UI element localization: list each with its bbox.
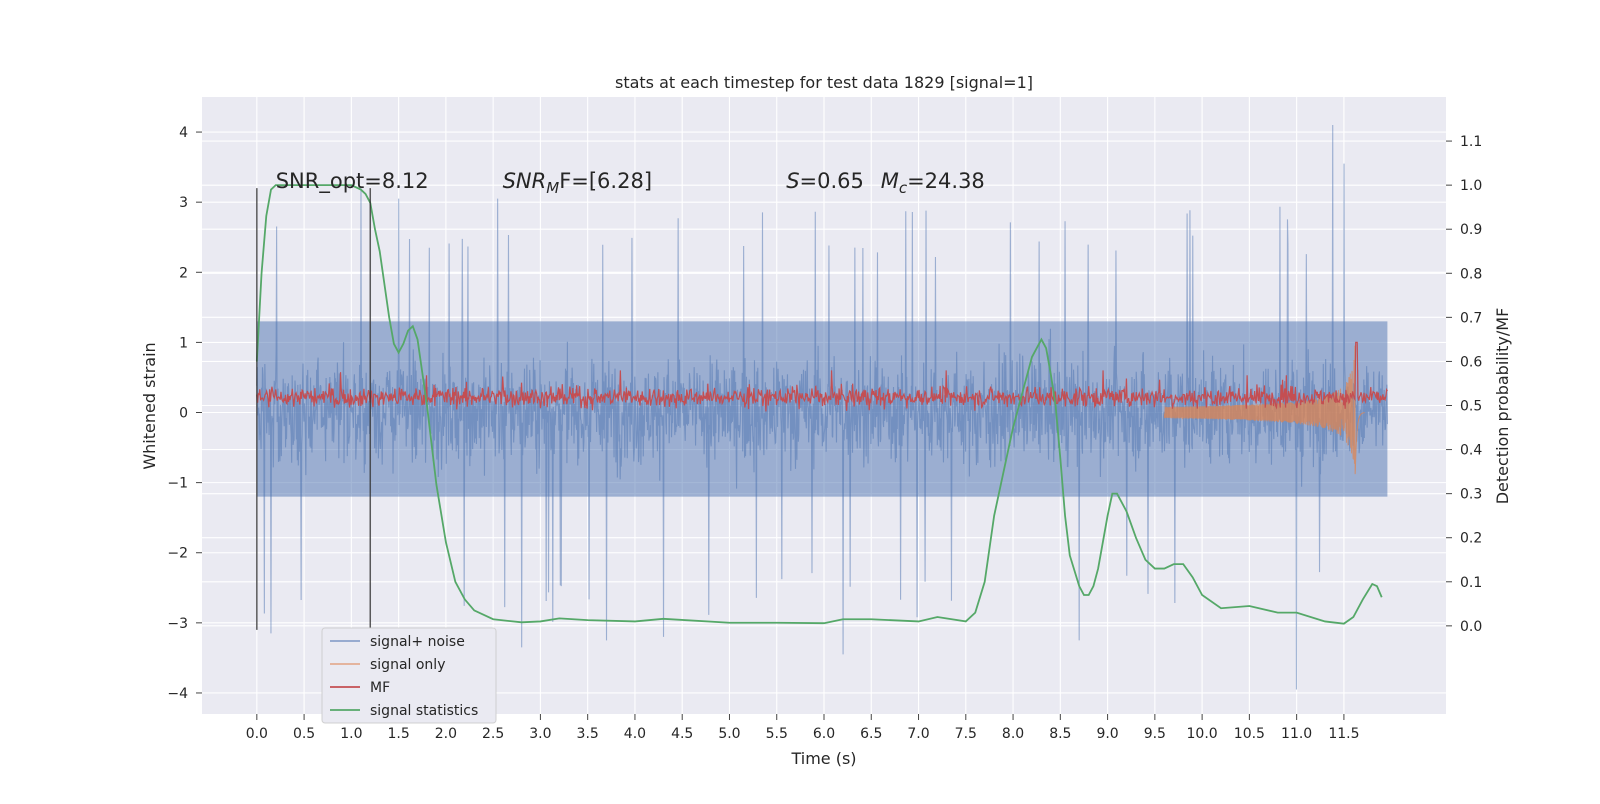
x-tick-label-15: 7.5	[955, 726, 977, 742]
y-right-axis-label: Detection probability/MF	[1493, 308, 1512, 505]
y-right-tick-labels: 0.0 0.1 0.2 0.3 0.4 0.5 0.6 0.7 0.8 0.9 1.0 1.1	[1446, 134, 1482, 635]
x-tick-label-18: 9.0	[1096, 726, 1118, 742]
y-right-tick-label-11: 1.1	[1460, 134, 1482, 150]
x-tick-label-2: 1.0	[340, 726, 362, 742]
x-tick-label-7: 3.5	[577, 726, 599, 742]
annotation-layer: SNR_opt=8.12 SNRMF=[6.28] S=0.65 Mc=24.38	[276, 169, 985, 197]
annotation-0: SNR_opt=8.12	[276, 169, 429, 194]
x-tick-label-11: 5.5	[766, 726, 788, 742]
y-right-tick-label-2: 0.2	[1460, 531, 1482, 547]
y-tick-label-6: 2	[179, 265, 188, 281]
y-tick-label-4: 0	[179, 406, 188, 422]
y-tick-labels: −4 −3 −2 −1 0 1 2 3 4	[167, 125, 202, 702]
x-tick-label-19: 9.5	[1144, 726, 1166, 742]
x-tick-label-4: 2.0	[435, 726, 457, 742]
series-signal-only-line	[1163, 345, 1365, 475]
y-right-tick-label-3: 0.3	[1460, 487, 1482, 503]
y-tick-label-1: −3	[167, 616, 188, 632]
y-right-tick-label-10: 1.0	[1460, 178, 1482, 194]
y-axis-label: Whitened strain	[140, 342, 159, 469]
annotation-2: S=0.65	[786, 169, 864, 193]
annotation-1: SNRMF=[6.28]	[503, 169, 652, 197]
x-tick-labels: 0.0 0.5 1.0 1.5 2.0 2.5 3.0 3.5 4.0 4.5 5.0 5.5 6.0 6…	[246, 714, 1359, 742]
y-tick-label-5: 1	[179, 335, 188, 351]
x-tick-label-1: 0.5	[293, 726, 315, 742]
y-right-tick-label-7: 0.7	[1460, 310, 1482, 326]
x-tick-label-22: 11.0	[1281, 726, 1312, 742]
y-right-tick-label-9: 0.9	[1460, 222, 1482, 238]
y-tick-label-0: −4	[167, 686, 188, 702]
y-right-tick-label-0: 0.0	[1460, 619, 1482, 635]
y-tick-label-8: 4	[179, 125, 188, 141]
y-right-tick-label-6: 0.6	[1460, 354, 1482, 370]
legend-label-0: signal+ noise	[370, 634, 465, 650]
legend-label-1: signal only	[370, 657, 445, 673]
x-tick-label-3: 1.5	[387, 726, 409, 742]
x-tick-label-13: 6.5	[860, 726, 882, 742]
y-right-tick-label-8: 0.8	[1460, 266, 1482, 282]
x-tick-label-12: 6.0	[813, 726, 835, 742]
y-tick-label-2: −2	[167, 546, 188, 562]
y-right-tick-label-4: 0.4	[1460, 443, 1482, 459]
x-tick-label-9: 4.5	[671, 726, 693, 742]
series-signal-noise-line	[256, 125, 1388, 690]
x-tick-label-0: 0.0	[246, 726, 268, 742]
x-tick-label-17: 8.5	[1049, 726, 1071, 742]
legend-label-3: signal statistics	[370, 703, 478, 719]
x-tick-label-8: 4.0	[624, 726, 646, 742]
annotation-3: Mc=24.38	[881, 169, 985, 197]
legend-frame	[321, 627, 497, 724]
legend-label-2: MF	[370, 680, 390, 696]
series-signal-statistics-line	[255, 184, 1383, 625]
y-tick-label-3: −1	[167, 476, 188, 492]
x-tick-label-20: 10.0	[1187, 726, 1218, 742]
x-tick-label-21: 10.5	[1234, 726, 1265, 742]
y-tick-label-7: 3	[179, 195, 188, 211]
x-tick-label-10: 5.0	[718, 726, 740, 742]
data-layer	[255, 125, 1388, 690]
legend: signal+ noise signal only MF signal statist…	[321, 627, 497, 724]
x-tick-label-16: 8.0	[1002, 726, 1024, 742]
series-mf-line	[256, 341, 1388, 412]
legend-items: signal+ noise signal only MF signal statist…	[330, 634, 478, 719]
x-tick-label-6: 3.0	[529, 726, 551, 742]
y-right-tick-label-1: 0.1	[1460, 575, 1482, 591]
vline-layer	[256, 188, 372, 630]
x-axis-label: Time (s)	[790, 749, 856, 768]
x-tick-label-5: 2.5	[482, 726, 504, 742]
x-tick-label-14: 7.0	[907, 726, 929, 742]
chart-title: stats at each timestep for test data 182…	[615, 73, 1033, 92]
y-right-tick-label-5: 0.5	[1460, 399, 1482, 415]
x-tick-label-23: 11.5	[1328, 726, 1359, 742]
